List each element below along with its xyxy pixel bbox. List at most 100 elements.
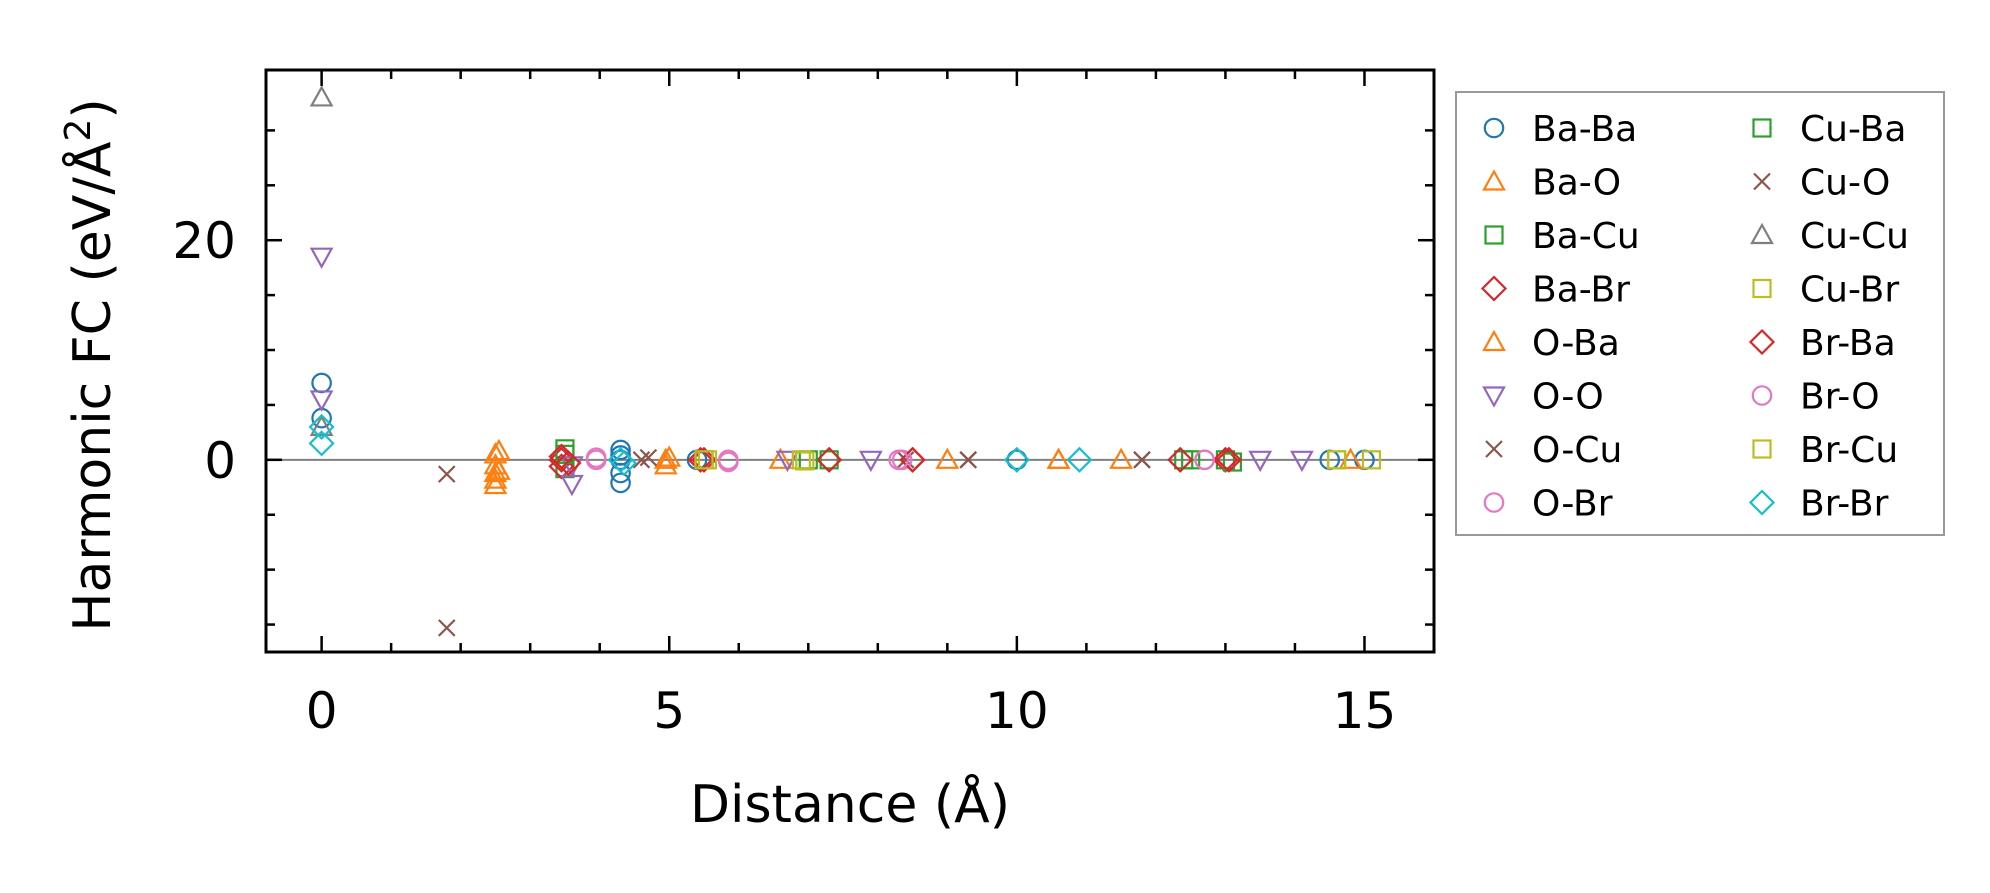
- legend-label: Cu-Cu: [1800, 216, 1909, 257]
- data-point-cu-cu: [309, 85, 334, 107]
- data-point-br-br: [610, 450, 638, 477]
- data-point-o-cu: [437, 619, 456, 637]
- x-tick-label: 15: [1333, 682, 1397, 740]
- data-point-ba-ba: [610, 445, 631, 466]
- plot-area: [266, 70, 1434, 652]
- legend-marker-o-ba: [1482, 329, 1506, 352]
- points-layer: [308, 85, 1382, 637]
- legend-item-o-cu: O-Cu: [1485, 430, 1622, 471]
- legend-marker-ba-br: [1480, 275, 1508, 302]
- legend-marker-o-cu: [1485, 440, 1503, 458]
- x-tick-label: 5: [653, 682, 685, 740]
- legend-item-o-o: O-O: [1482, 377, 1604, 418]
- data-point-cu-ba: [1222, 452, 1242, 472]
- data-point-ba-ba: [1006, 449, 1028, 471]
- data-point-ba-o: [935, 447, 960, 469]
- legend-label: Ba-Cu: [1532, 216, 1640, 257]
- data-point-br-o: [1194, 449, 1215, 471]
- legend-marker-o-br: [1483, 492, 1505, 513]
- legend-marker-cu-br: [1752, 278, 1772, 299]
- legend-item-ba-o: Ba-O: [1482, 163, 1621, 204]
- data-point-ba-cu: [819, 450, 839, 470]
- legend-item-o-br: O-Br: [1483, 484, 1613, 525]
- legend-label: O-O: [1532, 377, 1604, 418]
- legend-marker-br-o: [1751, 385, 1773, 406]
- series-br-ba: [548, 443, 1242, 477]
- legend-item-cu-o: Cu-O: [1753, 163, 1890, 204]
- legend-item-cu-cu: Cu-Cu: [1750, 216, 1909, 257]
- series-br-br: [308, 413, 1093, 477]
- data-point-ba-ba: [610, 472, 631, 494]
- data-point-cu-ba: [1181, 450, 1201, 470]
- legend-item-cu-br: Cu-Br: [1752, 270, 1899, 311]
- legend: Ba-Ba Ba-O Ba-Cu Ba-Br O-Ba O-O O-Cu O-Br Cu-Ba C…: [1455, 91, 1945, 536]
- data-point-cu-ba: [555, 444, 575, 464]
- legend-label: Br-Ba: [1800, 323, 1896, 364]
- data-point-ba-o: [483, 472, 508, 495]
- data-point-ba-o: [1109, 447, 1134, 469]
- legend-item-cu-ba: Cu-Ba: [1752, 109, 1906, 150]
- legend-frame: [1455, 91, 1945, 536]
- data-point-cu-o: [1133, 451, 1151, 469]
- data-point-o-ba: [1046, 447, 1071, 469]
- data-point-br-cu: [1327, 450, 1347, 470]
- data-point-o-o: [309, 390, 334, 412]
- tick-labels-layer: 0 5 10 15 0 20: [172, 212, 1396, 740]
- data-point-cu-cu: [309, 414, 334, 436]
- legend-marker-ba-cu: [1484, 225, 1504, 245]
- data-point-br-o: [718, 449, 739, 471]
- data-point-br-o: [585, 447, 607, 468]
- data-point-br-ba: [687, 446, 714, 473]
- axes-frame: [264, 68, 1436, 654]
- data-point-o-o: [858, 450, 883, 473]
- series-cu-o: [639, 448, 1151, 469]
- legend-item-br-o: Br-O: [1751, 377, 1880, 418]
- legend-label: Ba-Ba: [1532, 109, 1637, 150]
- legend-label: Br-Br: [1800, 484, 1889, 525]
- x-axis-label: Distance (Å): [690, 773, 1010, 835]
- legend-item-br-br: Br-Br: [1748, 484, 1889, 525]
- legend-item-br-ba: Br-Ba: [1748, 323, 1896, 364]
- legend-item-br-cu: Br-Cu: [1752, 430, 1898, 471]
- data-point-ba-ba: [610, 439, 631, 461]
- y-axis-label: Harmonic FC (eV/Å2): [58, 98, 123, 631]
- data-point-br-o: [888, 449, 909, 471]
- data-point-br-br: [1066, 446, 1093, 473]
- data-point-o-o: [309, 247, 334, 269]
- legend-marker-ba-o: [1482, 169, 1506, 191]
- data-point-o-ba: [487, 458, 511, 480]
- series-o-ba: [487, 438, 1071, 480]
- data-point-o-o: [560, 474, 584, 497]
- legend-marker-cu-o: [1753, 172, 1771, 191]
- y-tick-label: 0: [204, 432, 236, 490]
- legend-label: Br-Cu: [1800, 430, 1898, 471]
- legend-label: O-Ba: [1532, 323, 1620, 364]
- legend-label: Ba-O: [1532, 163, 1621, 204]
- legend-marker-cu-ba: [1752, 118, 1772, 138]
- legend-label: O-Br: [1532, 484, 1613, 525]
- x-tick-label: 0: [306, 682, 338, 740]
- legend-label: Ba-Br: [1532, 270, 1630, 311]
- legend-marker-ba-ba: [1483, 117, 1505, 139]
- data-point-br-ba: [1215, 446, 1242, 473]
- data-point-o-cu: [437, 465, 456, 483]
- data-point-ba-o: [653, 447, 678, 469]
- data-point-ba-o: [768, 447, 793, 469]
- legend-marker-o-o: [1482, 386, 1506, 408]
- data-point-br-br: [308, 430, 335, 457]
- data-point-o-o: [1248, 450, 1273, 473]
- legend-marker-br-ba: [1748, 328, 1776, 356]
- legend-items: Ba-Ba Ba-O Ba-Cu Ba-Br O-Ba O-O O-Cu O-Br Cu-Ba C…: [1480, 109, 1909, 525]
- legend-marker-cu-cu: [1750, 222, 1774, 245]
- data-point-ba-br: [548, 446, 575, 473]
- data-point-br-br: [1003, 446, 1030, 473]
- data-point-br-ba: [1167, 446, 1194, 473]
- data-point-br-cu: [694, 450, 714, 470]
- legend-marker-br-br: [1748, 489, 1776, 516]
- legend-label: Cu-Ba: [1800, 109, 1906, 150]
- legend-item-ba-cu: Ba-Cu: [1484, 216, 1640, 257]
- data-point-o-ba: [657, 445, 682, 467]
- legend-marker-br-cu: [1752, 439, 1772, 459]
- legend-label: Cu-O: [1800, 163, 1890, 204]
